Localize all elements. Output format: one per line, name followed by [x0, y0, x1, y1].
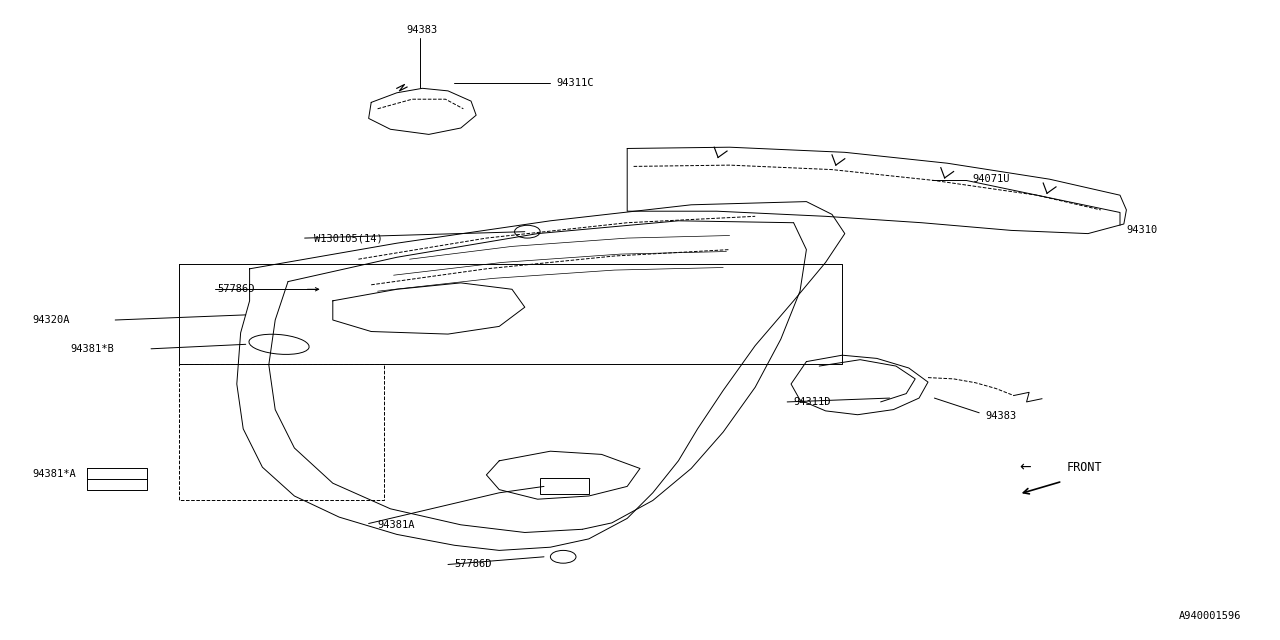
- Text: FRONT: FRONT: [1066, 461, 1102, 474]
- Text: 57786D: 57786D: [454, 559, 492, 570]
- Text: 94310: 94310: [1126, 225, 1157, 236]
- Text: 94381*A: 94381*A: [32, 468, 76, 479]
- Text: ←: ←: [1019, 460, 1030, 474]
- Text: 94381*B: 94381*B: [70, 344, 114, 354]
- Text: 94383: 94383: [986, 411, 1016, 421]
- Text: 94071U: 94071U: [973, 174, 1010, 184]
- Text: 94383: 94383: [407, 25, 438, 35]
- Text: 94311C: 94311C: [557, 78, 594, 88]
- Text: 94320A: 94320A: [32, 315, 69, 325]
- Text: 94311D: 94311D: [794, 397, 831, 407]
- Text: 57786D: 57786D: [218, 284, 255, 294]
- Text: 94381A: 94381A: [378, 520, 415, 530]
- Text: A940001596: A940001596: [1179, 611, 1242, 621]
- Text: W130105(14): W130105(14): [314, 233, 383, 243]
